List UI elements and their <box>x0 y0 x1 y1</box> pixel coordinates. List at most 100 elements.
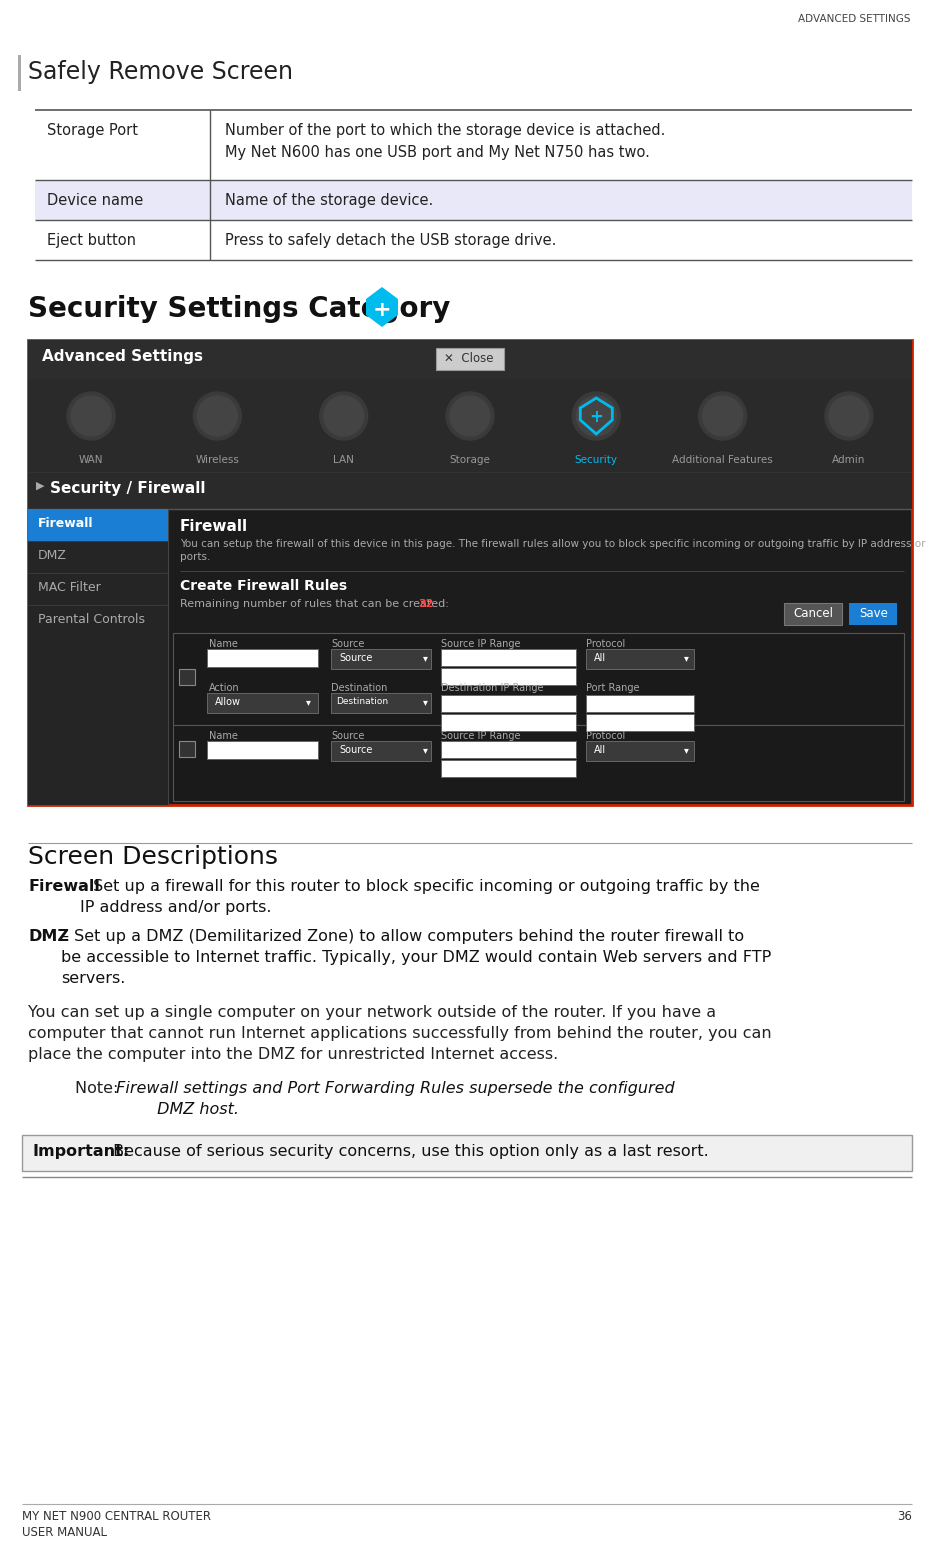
Text: Firewall settings and Port Forwarding Rules supersede the configured
         DM: Firewall settings and Port Forwarding Ru… <box>111 1081 674 1118</box>
Bar <box>849 603 897 625</box>
Text: Save: Save <box>859 608 888 620</box>
Bar <box>28 509 168 805</box>
Text: ▾: ▾ <box>684 652 689 663</box>
Text: Advanced Settings: Advanced Settings <box>42 349 203 363</box>
Text: Create Firewall Rules: Create Firewall Rules <box>180 580 347 594</box>
Text: Additional Features: Additional Features <box>672 455 773 465</box>
Text: Remaining number of rules that can be created:: Remaining number of rules that can be cr… <box>180 598 453 609</box>
Text: – Set up a firewall for this router to block specific incoming or outgoing traff: – Set up a firewall for this router to b… <box>80 880 760 915</box>
Text: Source: Source <box>331 638 364 649</box>
Text: Firewall: Firewall <box>180 519 248 533</box>
Text: Source IP Range: Source IP Range <box>441 731 520 742</box>
Polygon shape <box>366 288 398 328</box>
Text: Admin: Admin <box>832 455 866 465</box>
Text: Note:: Note: <box>75 1081 124 1096</box>
Text: ▾: ▾ <box>306 697 311 707</box>
Circle shape <box>71 396 111 436</box>
Bar <box>18 56 21 91</box>
Bar <box>586 696 694 713</box>
Text: Parental Controls: Parental Controls <box>38 614 145 626</box>
Text: Device name: Device name <box>47 193 144 209</box>
Text: Eject button: Eject button <box>47 233 136 247</box>
Bar <box>441 668 576 685</box>
Text: You can setup the firewall of this device in this page. The firewall rules allow: You can setup the firewall of this devic… <box>180 540 926 563</box>
Circle shape <box>572 393 621 441</box>
Text: ▾: ▾ <box>423 745 428 756</box>
Text: Cancel: Cancel <box>793 608 833 620</box>
Bar <box>441 714 576 731</box>
Bar <box>35 179 912 220</box>
Text: Destination: Destination <box>331 683 388 693</box>
Circle shape <box>577 396 616 436</box>
Text: ▾: ▾ <box>423 697 428 707</box>
Text: ✕  Close: ✕ Close <box>444 352 494 365</box>
Text: All: All <box>594 745 607 756</box>
Text: ADVANCED SETTINGS: ADVANCED SETTINGS <box>797 14 910 25</box>
Text: Source IP Range: Source IP Range <box>441 638 520 649</box>
Text: Source: Source <box>339 652 373 663</box>
Bar <box>179 742 195 758</box>
Bar <box>173 632 904 725</box>
Text: Port Range: Port Range <box>586 683 639 693</box>
Bar <box>207 693 318 713</box>
Text: Name: Name <box>209 731 238 742</box>
Text: Source: Source <box>339 745 373 756</box>
Text: You can set up a single computer on your network outside of the router. If you h: You can set up a single computer on your… <box>28 1005 772 1062</box>
Bar <box>207 742 318 759</box>
Text: Protocol: Protocol <box>586 638 625 649</box>
Text: Protocol: Protocol <box>586 731 625 742</box>
Bar <box>173 725 904 801</box>
Text: Name: Name <box>209 638 238 649</box>
Text: Security Settings Category: Security Settings Category <box>28 295 451 323</box>
Circle shape <box>446 393 494 441</box>
Text: USER MANUAL: USER MANUAL <box>22 1526 107 1538</box>
Bar <box>441 742 576 759</box>
Text: MY NET N900 CENTRAL ROUTER: MY NET N900 CENTRAL ROUTER <box>22 1510 211 1523</box>
Text: Storage Port: Storage Port <box>47 124 138 138</box>
Circle shape <box>193 393 241 441</box>
Bar <box>331 693 431 713</box>
Bar <box>436 348 504 369</box>
Text: Destination IP Range: Destination IP Range <box>441 683 544 693</box>
Text: Firewall: Firewall <box>38 516 94 530</box>
Bar <box>441 696 576 713</box>
Text: LAN: LAN <box>333 455 354 465</box>
Circle shape <box>68 393 115 441</box>
Circle shape <box>319 393 368 441</box>
Text: DMZ: DMZ <box>38 549 67 563</box>
Text: Safely Remove Screen: Safely Remove Screen <box>28 60 293 83</box>
Bar <box>586 649 694 669</box>
Circle shape <box>197 396 238 436</box>
Text: Source: Source <box>331 731 364 742</box>
Circle shape <box>699 393 747 441</box>
Bar <box>586 742 694 761</box>
Bar <box>22 1135 912 1170</box>
Text: – Set up a DMZ (Demilitarized Zone) to allow computers behind the router firewal: – Set up a DMZ (Demilitarized Zone) to a… <box>61 929 771 986</box>
Bar <box>441 649 576 666</box>
Bar <box>28 340 912 379</box>
Bar <box>586 714 694 731</box>
Bar <box>28 473 912 509</box>
Bar <box>28 340 912 805</box>
Text: DMZ: DMZ <box>28 929 69 945</box>
Text: Name of the storage device.: Name of the storage device. <box>225 193 433 209</box>
Text: Allow: Allow <box>215 697 241 707</box>
Text: ▶: ▶ <box>36 481 44 492</box>
Bar <box>331 742 431 761</box>
Circle shape <box>824 393 873 441</box>
Circle shape <box>702 396 743 436</box>
Text: +: + <box>373 300 392 320</box>
Text: Security / Firewall: Security / Firewall <box>50 481 206 496</box>
Bar <box>28 509 168 541</box>
Text: Press to safely detach the USB storage drive.: Press to safely detach the USB storage d… <box>225 233 557 247</box>
Bar <box>441 761 576 778</box>
Bar <box>207 649 318 666</box>
Text: Action: Action <box>209 683 239 693</box>
Text: Because of serious security concerns, use this option only as a last resort.: Because of serious security concerns, us… <box>108 1144 709 1160</box>
Text: Important:: Important: <box>32 1144 130 1160</box>
Text: +: + <box>590 408 603 427</box>
Bar <box>331 649 431 669</box>
Text: 36: 36 <box>897 1510 912 1523</box>
Text: 32: 32 <box>418 598 434 609</box>
Text: Destination: Destination <box>336 697 388 707</box>
